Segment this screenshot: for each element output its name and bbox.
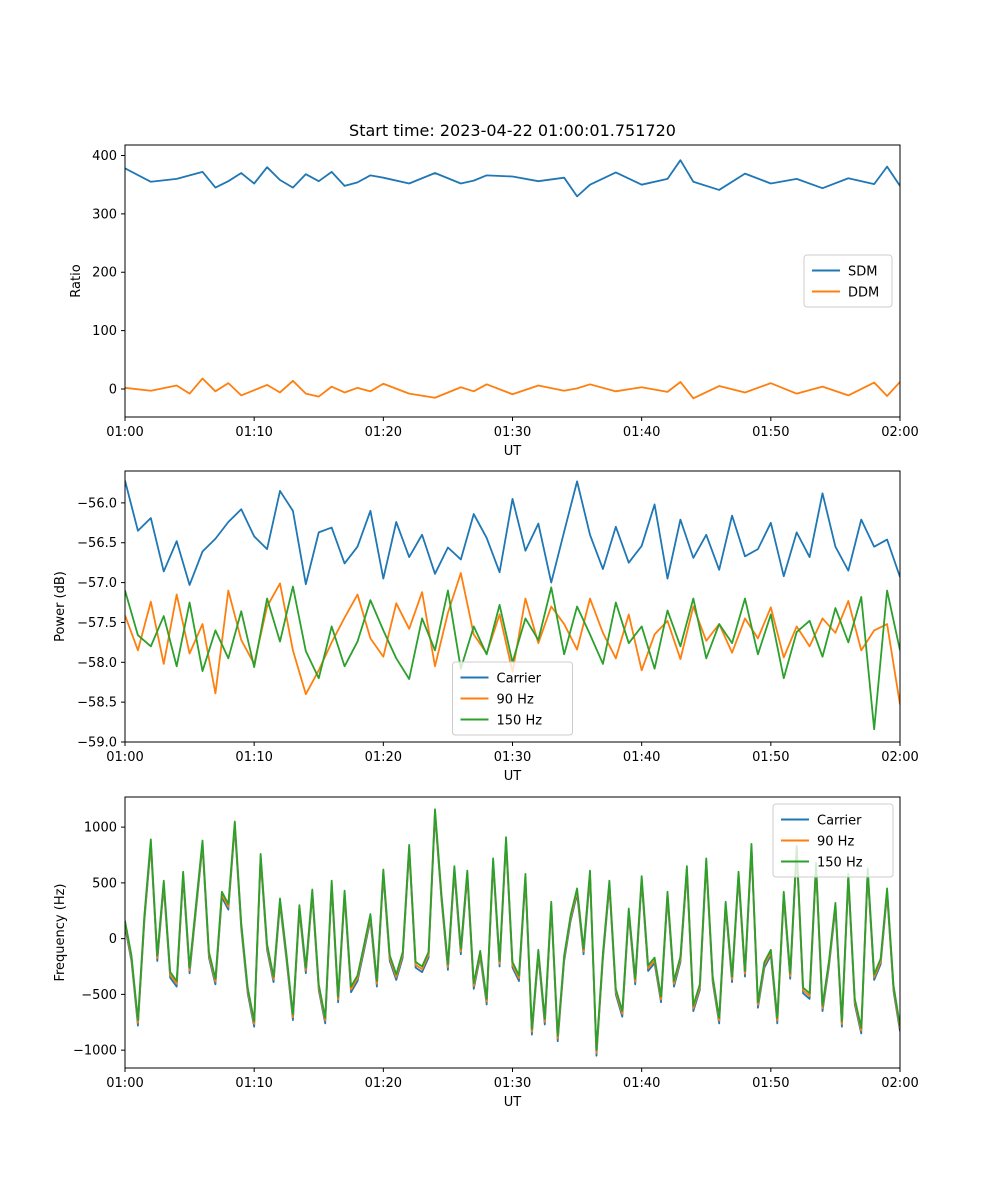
x-tick-label: 01:50: [752, 1076, 789, 1091]
x-tick-label: 01:30: [494, 425, 531, 440]
y-tick-label: −57.0: [77, 576, 117, 591]
x-tick-label: 01:40: [623, 1076, 660, 1091]
x-tick-label: 01:50: [752, 750, 789, 765]
x-tick-label: 01:20: [365, 1076, 402, 1091]
series-line-sdm: [125, 159, 900, 198]
x-tick-label: 01:20: [365, 750, 402, 765]
x-tick-label: 02:00: [881, 750, 918, 765]
x-tick-label: 01:20: [365, 425, 402, 440]
y-tick-label: −57.5: [77, 616, 117, 631]
x-tick-label: 02:00: [881, 1076, 918, 1091]
y-tick-label: −59.0: [77, 736, 117, 751]
y-tick-label: −58.5: [77, 696, 117, 711]
y-tick-label: −58.0: [77, 656, 117, 671]
legend: Carrier 90 Hz 150 Hz: [452, 661, 573, 736]
x-tick-label: 01:30: [494, 1076, 531, 1091]
legend-entry: SDM: [848, 265, 877, 280]
x-tick-label: 01:00: [106, 750, 143, 765]
y-tick-label: 300: [92, 207, 117, 222]
y-axis-label: Frequency (Hz): [53, 883, 68, 981]
series-line-ddm: [125, 377, 900, 400]
x-axis-label: UT: [504, 1095, 522, 1110]
axes-3: 01:00 01:10 01:20 01:30 01:40 01:50 02:00 −1000…: [53, 796, 919, 1110]
y-tick-label: 100: [92, 324, 117, 339]
legend-box: [803, 254, 893, 308]
legend-box: [772, 803, 894, 878]
y-axis-label: Power (dB): [53, 571, 68, 642]
y-axis-label: Ratio: [69, 264, 84, 297]
y-tick-label: −1000: [73, 1044, 117, 1059]
x-tick-label: 01:40: [623, 750, 660, 765]
legend-entry: 90 Hz: [497, 693, 534, 708]
series-line-150-hz: [125, 808, 900, 1052]
x-tick-label: 01:40: [623, 425, 660, 440]
y-tick-label: 500: [92, 876, 117, 891]
x-tick-label: 01:00: [106, 425, 143, 440]
legend: Carrier 90 Hz 150 Hz: [772, 803, 894, 878]
y-tick-label: −56.0: [77, 496, 117, 511]
figure-title: Start time: 2023-04-22 01:00:01.751720: [349, 121, 676, 140]
x-axis-label: UT: [504, 444, 522, 459]
y-tick-label: −500: [81, 988, 117, 1003]
y-tick-label: 200: [92, 266, 117, 281]
legend-entry: Carrier: [497, 672, 542, 687]
x-tick-label: 02:00: [881, 425, 918, 440]
y-tick-label: −56.5: [77, 536, 117, 551]
y-tick-label: 0: [109, 382, 117, 397]
x-tick-label: 01:10: [235, 1076, 272, 1091]
y-tick-label: 1000: [84, 821, 117, 836]
legend-entry: Carrier: [817, 814, 862, 829]
plot-area: [125, 808, 900, 1057]
x-tick-label: 01:10: [235, 750, 272, 765]
axes-2: 01:00 01:10 01:20 01:30 01:40 01:50 02:00 −59.0…: [53, 470, 919, 784]
axes-1: 01:00 01:10 01:20 01:30 01:40 01:50 02:00 0 100 2…: [69, 144, 919, 459]
plot-area: [125, 159, 900, 400]
x-tick-label: 01:50: [752, 425, 789, 440]
x-tick-label: 01:30: [494, 750, 531, 765]
y-tick-label: 400: [92, 149, 117, 164]
legend-box: [452, 661, 573, 736]
axes-frame: [124, 144, 901, 418]
legend-entry: 150 Hz: [497, 714, 543, 729]
x-tick-label: 01:10: [235, 425, 272, 440]
series-line-carrier: [125, 480, 900, 586]
y-tick-label: 0: [109, 932, 117, 947]
x-axis-label: UT: [504, 769, 522, 784]
legend: SDM DDM: [803, 254, 893, 308]
x-tick-label: 01:00: [106, 1076, 143, 1091]
legend-entry: 150 Hz: [817, 856, 863, 871]
legend-entry: 90 Hz: [817, 835, 854, 850]
legend-entry: DDM: [848, 286, 879, 301]
